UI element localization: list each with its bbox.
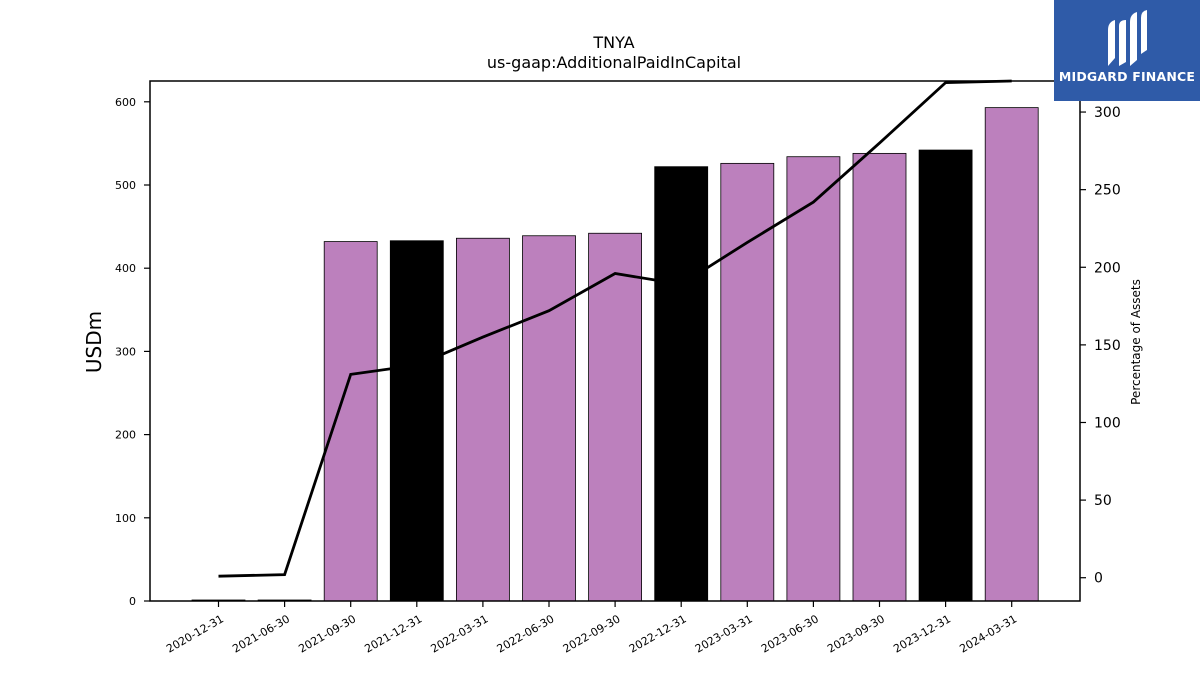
bar-2024-03-31 — [984, 107, 1039, 602]
y-tick-label: 500 — [115, 179, 136, 192]
bar-2023-06-30 — [786, 156, 841, 602]
y-tick-label: 400 — [115, 262, 136, 275]
y2-tick-label: 50 — [1094, 493, 1112, 509]
bar-2022-09-30 — [588, 232, 642, 602]
y2-tick-label: 0 — [1094, 571, 1103, 587]
line-layer — [218, 79, 1012, 578]
x-tick-label: 2020-12-31 — [164, 612, 226, 655]
x-tick-label: 2023-06-30 — [759, 612, 821, 655]
x-tick-label: 2024-03-31 — [957, 612, 1019, 655]
chart-title: TNYA — [592, 33, 634, 52]
bar-2021-12-31 — [389, 240, 444, 602]
bar-2022-06-30 — [522, 235, 576, 602]
bar-2023-03-31 — [720, 162, 775, 602]
bars-layer — [191, 107, 1039, 602]
x-tick-label: 2022-06-30 — [495, 612, 557, 655]
bar-2022-12-31 — [654, 166, 709, 602]
chart-subtitle: us-gaap:AdditionalPaidInCapital — [487, 53, 741, 72]
x-tick-label: 2021-12-31 — [362, 612, 424, 655]
y2-tick-label: 200 — [1094, 260, 1121, 276]
x-tick-label: 2023-03-31 — [693, 612, 755, 655]
y2-tick-label: 100 — [1094, 415, 1121, 431]
brand-name: MIDGARD FINANCE — [1058, 69, 1196, 84]
x-tick-label: 2023-09-30 — [825, 612, 887, 655]
y2-axis-label: Percentage of Assets — [1129, 279, 1143, 405]
bar-2023-09-30 — [852, 152, 907, 602]
bar-2023-12-31 — [918, 149, 973, 602]
x-tick-label: 2022-09-30 — [561, 612, 623, 655]
y-tick-label: 0 — [129, 595, 136, 608]
y-tick-label: 300 — [115, 345, 136, 358]
x-tick-label: 2023-12-31 — [891, 612, 953, 655]
midgard-logo-icon — [1108, 10, 1147, 66]
midgard-finance-logo: MIDGARD FINANCE — [1054, 0, 1200, 101]
x-tick-label: 2022-03-31 — [429, 612, 491, 655]
y-axis-label: USDm — [82, 311, 106, 373]
y-tick-label: 600 — [115, 96, 136, 109]
x-tick-label: 2021-09-30 — [296, 612, 358, 655]
bar-2022-03-31 — [455, 237, 510, 602]
y-tick-label: 200 — [115, 429, 136, 442]
x-tick-label: 2021-06-30 — [230, 612, 292, 655]
y-tick-label: 100 — [115, 512, 136, 525]
bar-2021-09-30 — [323, 241, 378, 602]
percentage-of-assets-line — [218, 79, 1012, 578]
y2-tick-label: 150 — [1094, 338, 1121, 354]
x-tick-label: 2022-12-31 — [627, 612, 689, 655]
y2-tick-label: 250 — [1094, 183, 1121, 199]
y2-tick-label: 300 — [1094, 105, 1121, 121]
